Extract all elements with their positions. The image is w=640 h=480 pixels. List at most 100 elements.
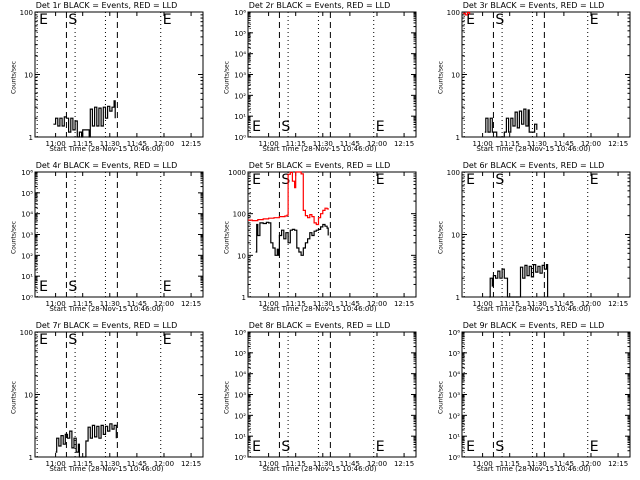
y-axis-label: Counts/sec xyxy=(437,380,445,415)
panel-det-4r: Det 4r BLACK = Events, RED = LLD 11:00 11… xyxy=(0,160,213,320)
y-tick-label: 10⁰ xyxy=(448,454,460,462)
panel-title: Det 3r BLACK = Events, RED = LLD xyxy=(462,1,605,10)
x-tick-label: 11:00 xyxy=(45,460,65,468)
x-tick-label: 12:15 xyxy=(181,140,201,148)
x-tick-label: 11:45 xyxy=(554,140,574,148)
x-axis-label: Start Time (28-Nov-15 10:46:00) xyxy=(262,145,377,153)
y-tick-label: 1 xyxy=(29,134,33,142)
marker-label: S xyxy=(495,439,504,455)
y-tick-label: 10⁰ xyxy=(234,134,246,142)
x-axis-label: Start Time (28-Nov-15 10:46:00) xyxy=(49,465,164,473)
x-axis-label: Start Time (28-Nov-15 10:46:00) xyxy=(476,145,591,153)
y-tick-label: 100 xyxy=(233,211,246,219)
x-tick-label: 11:15 xyxy=(286,460,306,468)
plot-frame xyxy=(34,171,204,298)
y-tick-label: 1 xyxy=(29,454,33,462)
plot-area: 11:00 11:15 11:30 11:45 12:00 12:15 10⁰ 10¹ 10² 1… xyxy=(234,329,417,468)
y-tick-label: 10⁴ xyxy=(234,371,246,379)
panel-title: Det 8r BLACK = Events, RED = LLD xyxy=(248,321,391,330)
x-axis-label: Start Time (28-Nov-15 10:46:00) xyxy=(476,465,591,473)
plot-frame xyxy=(461,331,631,458)
y-tick-label: 10⁰ xyxy=(21,294,33,302)
x-tick-label: 11:30 xyxy=(100,300,120,308)
panel-title: Det 4r BLACK = Events, RED = LLD xyxy=(35,161,178,170)
y-axis-label: Counts/sec xyxy=(10,220,18,255)
plot-area: 11:00 11:15 11:30 11:45 12:00 12:15 10⁰ 10¹ 10² 1… xyxy=(21,169,204,308)
marker-label: S xyxy=(281,119,290,135)
x-tick-label: 11:00 xyxy=(472,460,492,468)
marker-label: E xyxy=(466,12,475,28)
y-tick-label: 10¹ xyxy=(448,433,460,441)
x-tick-label: 12:15 xyxy=(608,300,628,308)
y-tick-label: 10² xyxy=(448,412,460,420)
x-tick-label: 11:45 xyxy=(340,140,360,148)
plot-area: 11:00 11:15 11:30 11:45 12:00 12:15 10⁰ 10¹ 10² 1… xyxy=(234,9,417,148)
x-tick-label: 11:30 xyxy=(527,300,547,308)
x-tick-label: 12:00 xyxy=(154,140,174,148)
y-tick-label: 10⁵ xyxy=(234,350,246,358)
marker-label: S xyxy=(495,172,504,188)
x-tick-label: 11:45 xyxy=(127,140,147,148)
panel-title: Det 1r BLACK = Events, RED = LLD xyxy=(35,1,178,10)
panel-title: Det 5r BLACK = Events, RED = LLD xyxy=(248,161,391,170)
panel-title: Det 9r BLACK = Events, RED = LLD xyxy=(462,321,605,330)
panel-det-6r: Det 6r BLACK = Events, RED = LLD 11:00 11… xyxy=(427,160,640,320)
x-tick-label: 11:30 xyxy=(313,140,333,148)
x-axis-label: Start Time (28-Nov-15 10:46:00) xyxy=(49,145,164,153)
lld-series-line xyxy=(463,11,471,16)
events-series-line xyxy=(489,264,549,298)
plot-area: 11:00 11:15 11:30 11:45 12:00 12:15 1 10 100 1000… xyxy=(228,169,417,308)
y-tick-label: 100 xyxy=(20,9,33,17)
y-tick-label: 10⁵ xyxy=(234,30,246,38)
y-tick-label: 10¹ xyxy=(234,433,246,441)
y-axis-label: Counts/sec xyxy=(10,60,18,95)
y-axis-label: Counts/sec xyxy=(437,60,445,95)
y-tick-label: 100 xyxy=(20,329,33,337)
x-tick-label: 11:00 xyxy=(472,140,492,148)
x-tick-label: 12:15 xyxy=(394,300,414,308)
y-tick-label: 1000 xyxy=(228,169,246,177)
panel-title: Det 2r BLACK = Events, RED = LLD xyxy=(248,1,391,10)
y-axis-label: Counts/sec xyxy=(10,380,18,415)
x-axis-label: Start Time (28-Nov-15 10:46:00) xyxy=(262,465,377,473)
x-tick-label: 12:15 xyxy=(181,300,201,308)
plot-frame xyxy=(247,331,417,458)
x-tick-label: 11:00 xyxy=(258,300,278,308)
y-tick-label: 1 xyxy=(242,294,246,302)
x-tick-label: 11:30 xyxy=(100,140,120,148)
x-tick-label: 12:00 xyxy=(367,140,387,148)
x-tick-label: 12:15 xyxy=(394,140,414,148)
y-tick-label: 10⁰ xyxy=(234,454,246,462)
x-tick-label: 11:45 xyxy=(127,460,147,468)
y-tick-label: 10³ xyxy=(448,392,460,400)
lld-series-line xyxy=(248,171,329,226)
panel-title: Det 6r BLACK = Events, RED = LLD xyxy=(462,161,605,170)
y-tick-label: 10⁵ xyxy=(21,190,33,198)
marker-label: E xyxy=(590,439,599,455)
x-tick-label: 11:00 xyxy=(472,300,492,308)
x-axis-label: Start Time (28-Nov-15 10:46:00) xyxy=(49,305,164,313)
y-axis-label: Counts/sec xyxy=(223,220,231,255)
x-tick-label: 11:45 xyxy=(554,460,574,468)
marker-label: E xyxy=(252,119,261,135)
y-tick-label: 10¹ xyxy=(234,113,246,121)
y-tick-label: 10¹ xyxy=(21,273,33,281)
plot-frame xyxy=(247,171,417,298)
panel-title: Det 7r BLACK = Events, RED = LLD xyxy=(35,321,178,330)
marker-label: E xyxy=(590,12,599,28)
marker-label: S xyxy=(68,279,77,295)
x-tick-label: 12:00 xyxy=(581,140,601,148)
y-tick-label: 10 xyxy=(451,72,460,80)
marker-label: E xyxy=(376,439,385,455)
x-tick-label: 12:00 xyxy=(581,460,601,468)
y-tick-label: 10⁶ xyxy=(448,329,460,337)
x-tick-label: 11:15 xyxy=(500,300,520,308)
marker-label: E xyxy=(252,172,261,188)
marker-label: E xyxy=(466,172,475,188)
y-tick-label: 10³ xyxy=(21,232,33,240)
y-axis-label: Counts/sec xyxy=(223,380,231,415)
x-tick-label: 11:15 xyxy=(286,300,306,308)
plot-area: 11:00 11:15 11:30 11:45 12:00 12:15 1 10 100 E S E xyxy=(20,329,204,468)
y-tick-label: 10² xyxy=(21,252,33,260)
